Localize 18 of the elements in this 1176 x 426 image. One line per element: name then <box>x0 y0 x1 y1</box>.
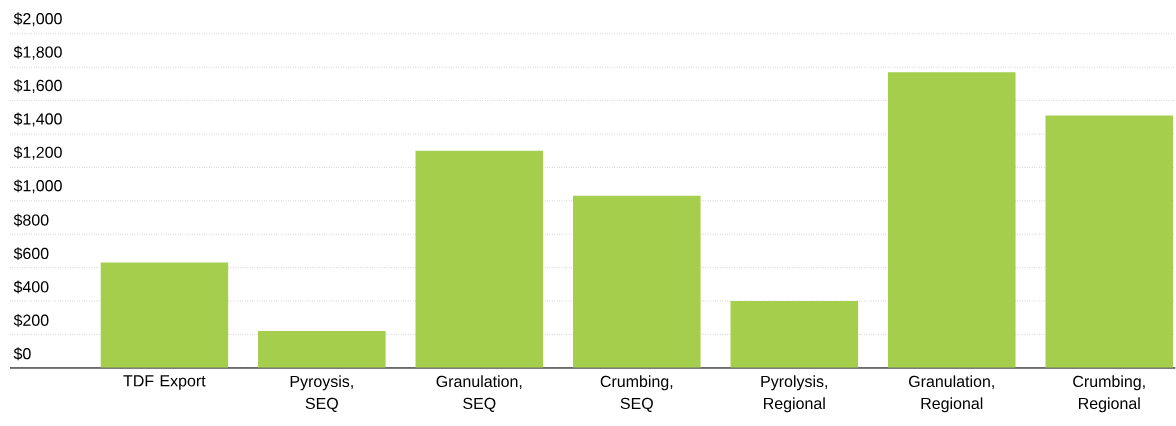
y-tick-label: $2,000 <box>13 12 62 27</box>
x-tick-label: Granulation, Regional <box>909 375 994 413</box>
y-tick-label: $400 <box>13 280 49 294</box>
x-tick-label: Crumbing, SEQ <box>600 375 673 413</box>
y-tick-label: $800 <box>13 213 49 227</box>
x-tick-label: Pyrolysis, Regional <box>761 375 828 413</box>
y-tick-label: $1,400 <box>13 112 62 127</box>
x-tick-label: Pyroysis, SEQ <box>290 375 353 413</box>
y-tick-label: $600 <box>13 247 49 261</box>
x-tick-label: Crumbing, Regional <box>1073 375 1145 413</box>
y-tick-label: $1,800 <box>13 45 62 60</box>
x-tick-label: Granulation, SEQ <box>436 375 522 413</box>
y-tick-label: $1,600 <box>13 79 62 94</box>
y-tick-label: $1,000 <box>13 179 62 194</box>
y-tick-label: $200 <box>13 314 49 327</box>
y-tick-label: $1,200 <box>13 146 62 160</box>
x-tick-label: TDF Export <box>123 375 206 390</box>
y-tick-label: $0 <box>13 347 31 361</box>
